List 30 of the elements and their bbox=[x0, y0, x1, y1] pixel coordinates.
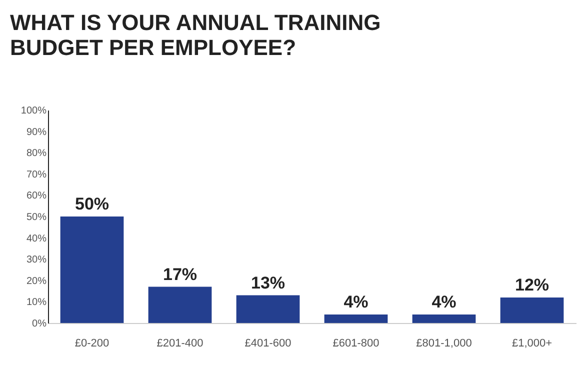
data-label: 4% bbox=[432, 292, 456, 312]
data-label: 13% bbox=[250, 273, 286, 292]
y-tick-label: 80% bbox=[26, 148, 47, 160]
y-tick-label: 60% bbox=[26, 190, 47, 202]
data-label: 17% bbox=[162, 264, 198, 284]
bar bbox=[324, 314, 388, 323]
x-tick-label: £201-400 bbox=[156, 338, 204, 350]
y-tick-label: 100% bbox=[20, 106, 47, 116]
bar bbox=[148, 286, 212, 323]
y-tick-label: 90% bbox=[26, 126, 47, 138]
x-tick-label: £601-800 bbox=[332, 338, 380, 350]
y-tick-label: 0% bbox=[32, 318, 47, 330]
y-tick-label: 10% bbox=[26, 297, 47, 308]
data-label: 12% bbox=[514, 275, 550, 294]
y-tick-label: 40% bbox=[26, 233, 47, 244]
x-tick-label: £401-600 bbox=[244, 338, 292, 350]
bar bbox=[236, 295, 300, 323]
data-label: 50% bbox=[74, 194, 110, 214]
chart-title: WHAT IS YOUR ANNUAL TRAINING BUDGET PER EMPLOYEE? bbox=[10, 10, 381, 60]
bar bbox=[60, 216, 124, 323]
data-label: 4% bbox=[344, 292, 368, 312]
y-tick-label: 30% bbox=[26, 254, 47, 266]
x-tick-label: £1,000+ bbox=[512, 338, 552, 350]
y-tick-label: 50% bbox=[26, 212, 47, 223]
x-tick-label: £0-200 bbox=[74, 338, 110, 350]
bar bbox=[412, 314, 476, 323]
x-tick-label: £801-1,000 bbox=[416, 338, 472, 350]
y-tick-label: 20% bbox=[26, 276, 47, 287]
y-tick-label: 70% bbox=[26, 169, 47, 180]
bar bbox=[500, 297, 564, 323]
